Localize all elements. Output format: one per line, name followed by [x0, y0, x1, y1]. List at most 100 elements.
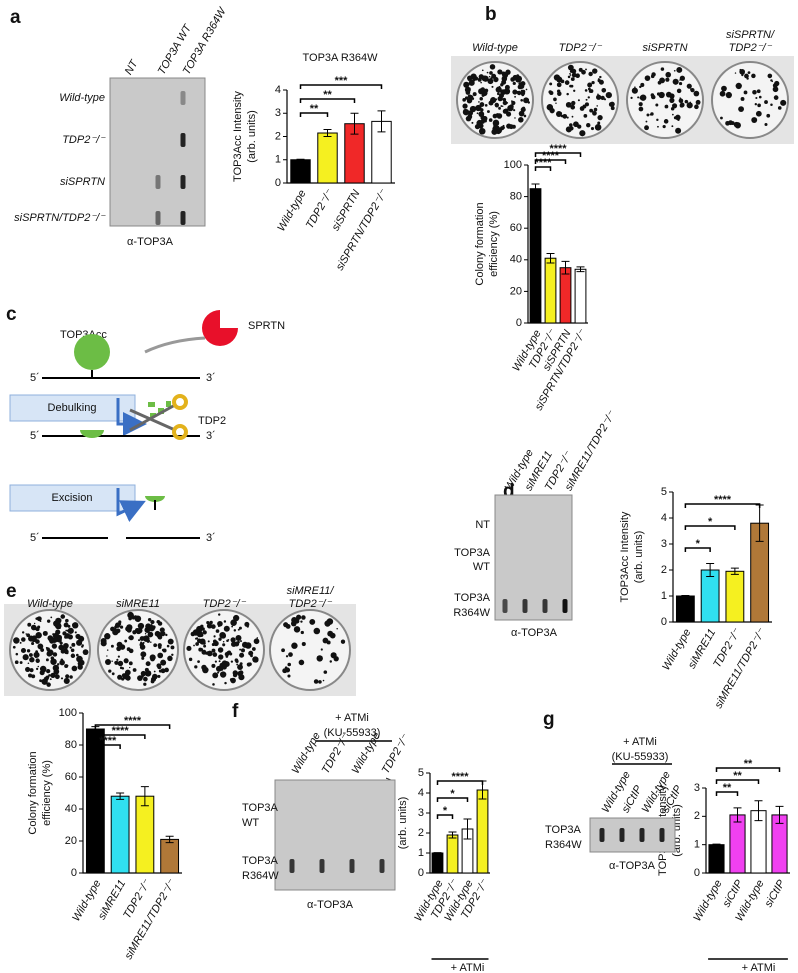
x-tick-label: siSPRTN/TDP2⁻/⁻	[334, 187, 390, 273]
group-label: + ATMi	[451, 962, 485, 973]
colony	[139, 644, 146, 650]
colony	[139, 636, 145, 641]
colony	[549, 108, 555, 114]
colony	[222, 641, 225, 643]
colony	[251, 647, 256, 651]
x-tick-label: Wild-type	[691, 878, 724, 924]
y-tick-label: 20	[510, 285, 522, 297]
colony	[605, 91, 612, 99]
colony	[190, 631, 196, 637]
y-tick-label: 1	[694, 839, 700, 851]
significance-bracket	[299, 112, 329, 117]
colony	[48, 674, 51, 677]
colony	[213, 640, 219, 647]
row-label: NT	[475, 519, 490, 531]
row-label: siSPRTN/TDP2⁻/⁻	[14, 212, 106, 224]
colony	[217, 671, 220, 674]
y-tick-label: 0	[418, 867, 424, 879]
colony	[142, 641, 145, 644]
step-box	[9, 394, 136, 422]
colony	[777, 106, 782, 110]
colony	[764, 100, 768, 104]
colony	[219, 671, 227, 678]
colony	[157, 621, 163, 626]
colony	[147, 631, 154, 638]
colony	[212, 672, 219, 679]
colony	[114, 661, 117, 664]
colony	[300, 630, 304, 635]
colony	[555, 110, 562, 117]
colony	[134, 627, 140, 633]
error-bar	[140, 786, 149, 807]
band	[180, 175, 186, 189]
colony	[740, 97, 745, 101]
colony	[322, 637, 329, 644]
colony	[644, 75, 651, 81]
colony	[676, 88, 682, 94]
colony	[46, 668, 51, 674]
colony	[593, 107, 598, 112]
colony	[54, 674, 60, 680]
colony	[764, 122, 768, 126]
colony	[293, 626, 301, 633]
fragments	[148, 401, 171, 417]
error-bar	[433, 852, 442, 854]
colony	[557, 91, 562, 96]
colony	[601, 87, 607, 93]
colony	[218, 654, 224, 660]
colony	[467, 75, 473, 81]
colony	[502, 100, 508, 106]
colony	[248, 650, 254, 656]
colony	[124, 669, 131, 676]
colony	[195, 642, 199, 646]
colony	[583, 113, 588, 118]
y-tick-label: 2	[418, 827, 424, 839]
colony	[76, 655, 83, 663]
significance-label: *	[696, 538, 701, 550]
colony	[590, 126, 595, 131]
colony	[28, 638, 32, 641]
colony	[481, 69, 484, 72]
mechanism-diagram: TOP3Acc SPRTN 5´ 3´ Debulking 5´ 3´ TDP2…	[9, 310, 285, 544]
y-axis-label: Colony formation	[27, 751, 39, 834]
error-bar	[730, 567, 739, 575]
protease-label: SPRTN	[248, 320, 285, 332]
colony	[39, 620, 42, 623]
step-label: Excision	[52, 492, 93, 504]
colony	[231, 625, 234, 628]
colony	[592, 110, 597, 116]
colony	[218, 637, 222, 641]
colony	[235, 634, 242, 641]
colony	[71, 665, 78, 672]
colony	[573, 121, 579, 128]
colony	[336, 628, 338, 630]
colony	[512, 89, 518, 95]
plate-label: TDP2⁻/⁻	[289, 598, 333, 610]
colony	[560, 79, 565, 84]
chart-title: TOP3A R364W	[303, 52, 379, 64]
colony	[333, 656, 339, 662]
colony	[57, 637, 61, 641]
blot	[494, 494, 573, 621]
colony	[298, 659, 305, 666]
lane-label: NT	[123, 57, 141, 77]
colony	[665, 71, 672, 78]
colony	[567, 64, 574, 71]
colony	[193, 644, 195, 647]
significance-label: ****	[99, 735, 117, 747]
colony	[493, 101, 495, 103]
colony	[39, 679, 42, 683]
colony	[63, 642, 69, 649]
colony	[19, 661, 23, 664]
colony	[42, 630, 48, 636]
y-tick-label: 4	[275, 84, 281, 96]
colony	[239, 652, 245, 658]
colony	[19, 641, 22, 644]
y-tick-label: 100	[504, 159, 522, 171]
colony	[720, 116, 723, 120]
band	[562, 599, 568, 613]
y-tick-label: 60	[510, 222, 522, 234]
colony	[288, 652, 293, 657]
colony	[217, 647, 224, 653]
colony	[462, 103, 468, 109]
